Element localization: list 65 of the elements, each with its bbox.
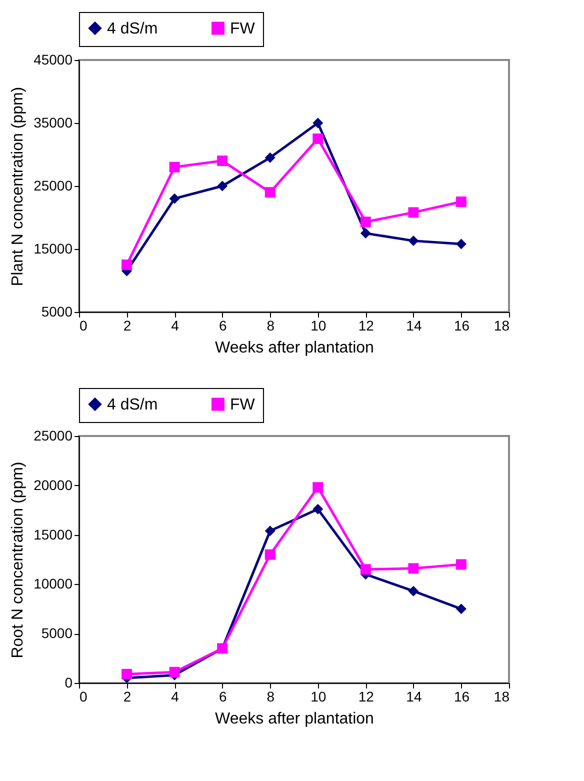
- x-tick-label: 12: [358, 318, 374, 334]
- point: [456, 559, 466, 570]
- x-tick-label: 6: [218, 688, 227, 704]
- point: [122, 260, 132, 270]
- x-tick-label: 4: [171, 318, 180, 334]
- point: [312, 504, 324, 514]
- point: [312, 118, 324, 128]
- x-tick-label: 0: [80, 688, 88, 704]
- x-tick-label: 2: [123, 318, 132, 334]
- point: [456, 604, 466, 614]
- x-tick-label: 16: [454, 688, 470, 704]
- x-axis-title: Weeks after plantation: [215, 340, 374, 356]
- x-tick-label: 18: [494, 688, 510, 704]
- point: [312, 482, 324, 493]
- x-tick-label: 10: [310, 688, 326, 704]
- point: [360, 228, 371, 238]
- legend-label: 4 dS/m: [107, 396, 158, 414]
- x-tick-label: 14: [406, 318, 422, 334]
- x-tick-label: 14: [406, 688, 422, 704]
- x-tick-label: 8: [266, 688, 275, 704]
- point: [360, 564, 371, 575]
- point: [264, 187, 276, 198]
- x-tick-label: 16: [454, 318, 470, 334]
- point: [169, 162, 180, 172]
- point: [408, 563, 419, 574]
- y-axis-title: Plant N concentration (ppm): [10, 86, 27, 286]
- point: [264, 152, 276, 163]
- y-tick-label: 10000: [34, 576, 73, 592]
- x-tick-label: 10: [310, 318, 326, 334]
- legend-label: FW: [230, 396, 256, 414]
- y-tick-label: 25000: [34, 178, 73, 194]
- y-tick-label: 45000: [34, 52, 73, 68]
- y-axis-title: Root N concentration (ppm): [10, 462, 27, 658]
- x-tick-label: 18: [494, 318, 510, 334]
- y-tick-label: 15000: [34, 526, 73, 542]
- point: [264, 549, 276, 560]
- x-tick-label: 2: [123, 688, 132, 704]
- y-tick-label: 0: [64, 674, 73, 690]
- point: [122, 668, 132, 680]
- point: [408, 207, 419, 218]
- point: [408, 586, 419, 596]
- x-tick-label: 6: [218, 318, 227, 334]
- x-tick-label: 4: [171, 688, 180, 704]
- legend-label: 4 dS/m: [107, 20, 158, 38]
- point: [456, 238, 466, 250]
- point: [169, 193, 180, 204]
- x-tick-label: 0: [80, 318, 88, 334]
- y-tick-label: 35000: [34, 114, 73, 130]
- point: [312, 134, 324, 144]
- point: [217, 180, 228, 192]
- point: [360, 216, 371, 228]
- y-tick-label: 25000: [34, 428, 73, 444]
- point: [217, 156, 228, 166]
- y-tick-label: 5000: [41, 625, 73, 642]
- point: [408, 236, 419, 246]
- point: [264, 526, 276, 536]
- point: [456, 196, 466, 207]
- point: [169, 666, 180, 678]
- legend-label: FW: [230, 20, 256, 38]
- y-tick-label: 20000: [34, 476, 73, 493]
- x-axis-title: Weeks after plantation: [215, 710, 374, 728]
- y-tick-label: 5000: [41, 304, 73, 320]
- x-tick-label: 8: [266, 318, 275, 334]
- y-tick-label: 15000: [34, 240, 73, 256]
- x-tick-label: 12: [358, 688, 374, 704]
